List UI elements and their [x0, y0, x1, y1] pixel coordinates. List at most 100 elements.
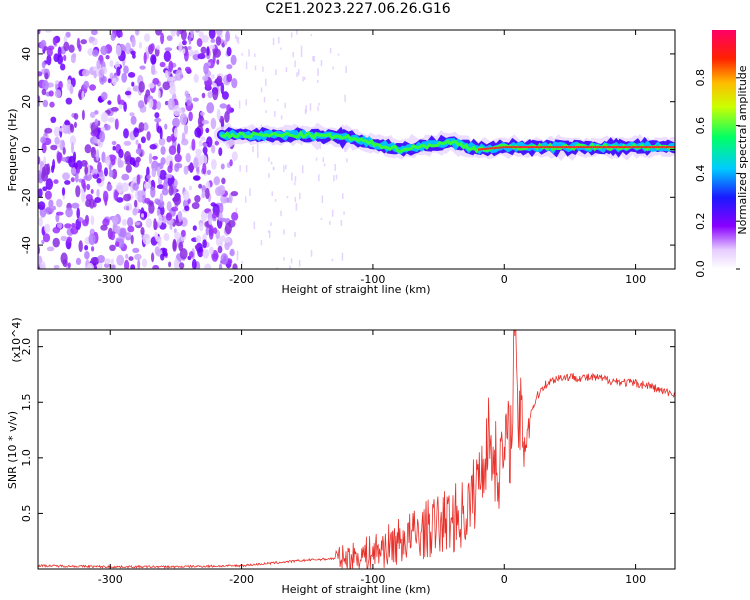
heatmap-cell — [184, 66, 191, 73]
heatmap-cell — [84, 144, 92, 154]
heatmap-cell — [654, 146, 656, 149]
heatmap-cell — [285, 164, 287, 170]
heatmap-cell — [55, 213, 60, 223]
heatmap-cell — [252, 146, 254, 153]
heatmap-cell — [668, 146, 670, 149]
heatmap-cell — [295, 203, 298, 211]
heatmap-cell — [176, 143, 181, 155]
heatmap-cell — [208, 30, 216, 39]
heatmap-cell — [541, 146, 543, 149]
heatmap-cell — [97, 255, 105, 263]
heatmap-cell — [175, 69, 183, 81]
heatmap-cell — [51, 165, 55, 173]
heatmap-cell — [161, 187, 169, 196]
heatmap-cell — [512, 146, 514, 149]
heatmap-cell — [291, 172, 293, 181]
heatmap-cell — [213, 227, 218, 235]
heatmap-cell — [345, 66, 347, 74]
heatmap-cell — [342, 193, 344, 199]
heatmap-cell — [109, 72, 114, 80]
heatmap-cell — [151, 252, 155, 263]
snr-y-ticks: 0.5 1.0 1.5 2.0 — [20, 338, 675, 522]
heatmap-cell — [68, 155, 76, 168]
heatmap-cell — [165, 173, 173, 179]
heatmap-cell — [268, 173, 270, 178]
heatmap-cell — [54, 136, 60, 145]
snr-frame — [37, 329, 676, 570]
heatmap-cell — [164, 123, 168, 130]
heatmap-cell — [554, 146, 556, 149]
heatmap-cell — [152, 155, 159, 160]
heatmap-cell — [589, 146, 591, 149]
heatmap-cell — [80, 39, 87, 45]
heatmap-cell — [135, 148, 142, 155]
heatmap-cell — [660, 146, 662, 149]
heatmap-cell — [116, 197, 124, 203]
heatmap-cell — [44, 190, 52, 200]
heatmap-cell — [168, 145, 177, 156]
heatmap-cell — [200, 111, 205, 116]
heatmap-cell — [71, 77, 76, 88]
heatmap-cell — [535, 146, 537, 149]
heatmap-cell — [64, 120, 71, 126]
heatmap-cell — [661, 146, 664, 149]
heatmap-cell — [495, 146, 497, 149]
heatmap-cell — [52, 36, 57, 46]
heatmap-cell — [97, 161, 102, 173]
heatmap-cell — [283, 257, 285, 261]
colorbar-title: Normalized spectral amplitude — [736, 65, 749, 234]
heatmap-cell — [148, 82, 155, 89]
heatmap-cell — [99, 131, 105, 143]
heatmap-cell — [136, 30, 140, 36]
heatmap-cell — [56, 211, 64, 216]
y-tick-label: 1.0 — [20, 449, 33, 467]
heatmap-cell — [218, 147, 223, 157]
heatmap-cell — [168, 261, 172, 268]
spectrogram-x-axis-title: Height of straight line (km) — [281, 283, 430, 296]
heatmap-cell — [61, 157, 68, 162]
heatmap-cell — [210, 117, 217, 130]
heatmap-cell — [156, 166, 161, 177]
heatmap-cell — [185, 152, 191, 163]
heatmap-cell — [196, 38, 203, 47]
heatmap-cell — [168, 185, 174, 196]
heatmap-cell — [657, 146, 660, 149]
heatmap-cell — [73, 113, 79, 120]
heatmap-cell — [198, 183, 203, 189]
heatmap-cell — [130, 115, 137, 125]
heatmap-cell — [178, 241, 184, 252]
heatmap-cell — [538, 146, 540, 149]
heatmap-cell — [74, 121, 77, 128]
heatmap-cell — [64, 223, 72, 229]
heatmap-cell — [48, 208, 54, 213]
heatmap-cell — [146, 131, 151, 141]
heatmap-cell — [606, 146, 608, 149]
heatmap-cell — [163, 50, 172, 62]
heatmap-cell — [148, 98, 154, 109]
heatmap-cell — [226, 104, 232, 115]
heatmap-cell — [186, 99, 191, 107]
heatmap-cell — [214, 140, 219, 146]
heatmap-cell — [488, 147, 490, 150]
heatmap-cell — [42, 233, 51, 243]
heatmap-cell — [193, 157, 199, 168]
heatmap-cell — [182, 48, 186, 54]
heatmap-cell — [125, 205, 130, 211]
heatmap-cell — [49, 101, 55, 108]
heatmap-cell — [56, 151, 62, 164]
heatmap-cell — [667, 146, 669, 149]
heatmap-cell — [188, 185, 193, 191]
colorbar-ticks: 0.0 0.2 0.4 0.6 0.8 — [694, 69, 740, 278]
heatmap-cell — [329, 220, 331, 225]
heatmap-cell — [569, 146, 572, 149]
heatmap-cell — [346, 158, 348, 163]
heatmap-cell — [630, 146, 632, 149]
heatmap-cell — [517, 146, 519, 149]
heatmap-cell — [643, 146, 645, 149]
heatmap-cell — [124, 42, 132, 55]
heatmap-cell — [154, 246, 160, 256]
heatmap-cell — [502, 146, 505, 149]
heatmap-cell — [125, 164, 132, 173]
heatmap-cell — [131, 37, 136, 48]
heatmap-cell — [229, 248, 235, 257]
